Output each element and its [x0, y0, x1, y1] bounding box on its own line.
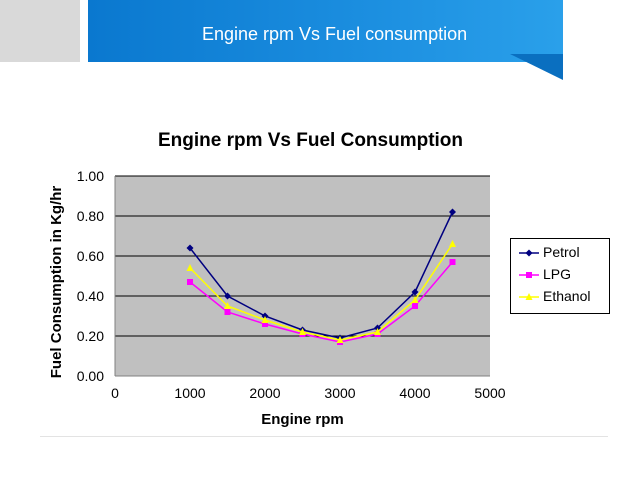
x-tick-label: 4000 [399, 385, 430, 401]
legend-label-ethanol: Ethanol [543, 288, 591, 304]
y-tick-label: 0.00 [77, 368, 104, 384]
data-point-ethanol [261, 316, 269, 323]
legend-label-lpg: LPG [543, 266, 572, 282]
series-line-petrol [189, 211, 454, 339]
legend-item-ethanol: Ethanol [511, 287, 609, 307]
y-tick-label: 0.40 [77, 288, 104, 304]
data-point-petrol [449, 208, 456, 216]
legend-item-lpg: LPG [511, 265, 609, 285]
data-point-ethanol [299, 328, 306, 335]
chart-legend: Petrol LPG Ethanol [510, 238, 610, 314]
legend-marker [526, 272, 532, 278]
header-banner-tail [510, 54, 563, 80]
legend-swatch-petrol [519, 249, 539, 257]
y-tick-label: 1.00 [77, 168, 104, 184]
legend-label-petrol: Petrol [543, 244, 580, 260]
x-tick-label: 0 [111, 385, 119, 401]
y-tick-label: 0.80 [77, 208, 104, 224]
header-banner [88, 0, 563, 62]
data-point-ethanol [336, 336, 344, 343]
x-tick-label: 2000 [249, 385, 280, 401]
legend-item-petrol: Petrol [511, 243, 609, 263]
data-point-petrol [186, 244, 194, 252]
legend-swatch-ethanol [519, 293, 539, 300]
data-point-lpg [262, 321, 268, 327]
data-point-lpg [187, 279, 193, 285]
data-point-ethanol [449, 240, 456, 247]
slide-title: Engine rpm Vs Fuel consumption [202, 24, 468, 44]
data-point-ethanol [224, 302, 231, 309]
x-tick-label: 5000 [474, 385, 505, 401]
data-point-ethanol [374, 328, 381, 335]
y-tick-label: 0.60 [77, 248, 104, 264]
header-side-block [0, 0, 80, 62]
plot-area [115, 176, 490, 376]
legend-marker [525, 249, 533, 257]
footer-divider [40, 436, 608, 437]
data-point-lpg [224, 309, 231, 315]
data-point-lpg [412, 303, 418, 309]
x-axis-label: Engine rpm [261, 411, 344, 428]
x-tick-label: 3000 [324, 385, 355, 401]
y-axis-label: Fuel Consumption in Kg/hr [48, 186, 65, 379]
series-line-lpg [189, 261, 454, 343]
data-point-ethanol [411, 296, 419, 303]
x-tick-label: 1000 [174, 385, 205, 401]
legend-marker [525, 293, 533, 300]
series-line-ethanol [189, 243, 454, 341]
y-tick-label: 0.20 [77, 328, 104, 344]
data-point-petrol [224, 292, 231, 300]
data-point-ethanol [186, 264, 194, 271]
chart-title: Engine rpm Vs Fuel Consumption [158, 130, 463, 151]
legend-swatch-lpg [519, 272, 539, 278]
data-point-lpg [449, 259, 456, 265]
data-point-petrol [411, 288, 419, 296]
